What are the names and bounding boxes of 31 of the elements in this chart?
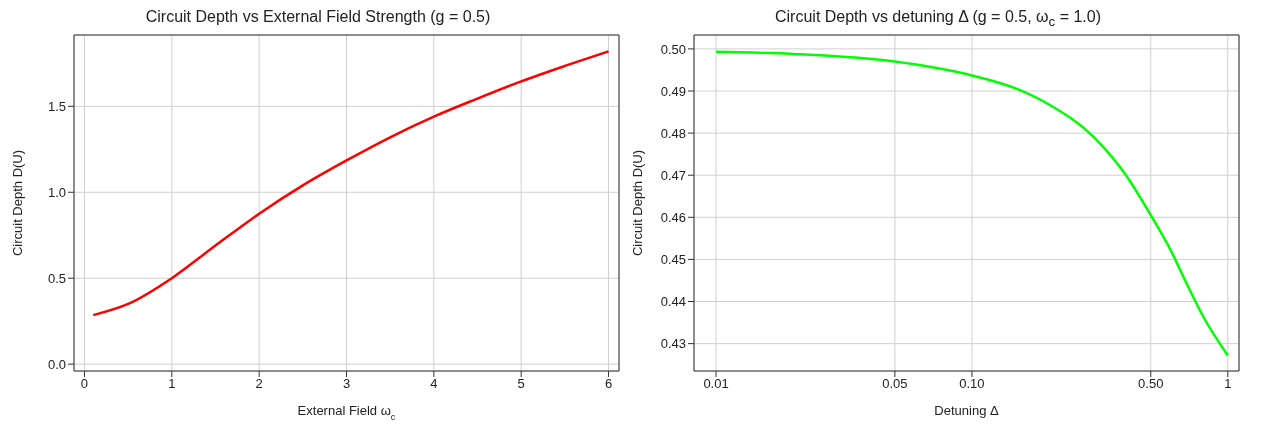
x-tick-label: 5: [517, 376, 525, 392]
x-tick-label: 0.05: [882, 376, 908, 392]
x-tick-label: 2: [255, 376, 263, 392]
y-tick-label: 1.0: [47, 184, 66, 200]
chart-title: Circuit Depth vs External Field Strength (g = 0.5): [144, 8, 492, 27]
y-tick-label: 0.48: [660, 125, 686, 141]
y-tick-label: 0.45: [660, 252, 686, 268]
y-tick-label: 0.46: [660, 209, 686, 225]
y-tick-label: 0.0: [47, 356, 66, 372]
y-tick-label: 0.49: [660, 83, 686, 99]
x-tick-label: 0.50: [1138, 376, 1164, 392]
y-tick-label: 0.43: [660, 336, 686, 352]
x-axis-title: Detuning Δ: [934, 403, 999, 418]
x-tick-label: 4: [430, 376, 438, 392]
x-tick-label: 3: [342, 376, 351, 392]
chart-title: Circuit Depth vs detuning Δ (g = 0.5, ω$_{c}$ = 1.0): [774, 8, 1102, 30]
y-tick-label: 0.5: [47, 270, 66, 286]
line-series: [91, 50, 610, 317]
x-tick-label: 6: [604, 376, 613, 392]
y-tick-label: 0.47: [660, 167, 686, 183]
y-axis-title: Circuit Depth D(U): [10, 149, 25, 257]
y-tick-label: 0.44: [660, 294, 686, 310]
x-tick-label: 1: [168, 376, 176, 392]
x-tick-label: 0.01: [703, 376, 729, 392]
x-axis-title: External Field ω$_{c}$: [297, 403, 396, 422]
y-tick-label: 1.5: [47, 98, 66, 114]
x-tick-label: 0.10: [959, 376, 985, 392]
y-tick-label: 0.50: [660, 41, 686, 57]
y-axis-title: Circuit Depth D(U): [630, 149, 645, 257]
x-tick-label: 1: [1224, 376, 1232, 392]
x-tick-label: 0: [80, 376, 89, 392]
